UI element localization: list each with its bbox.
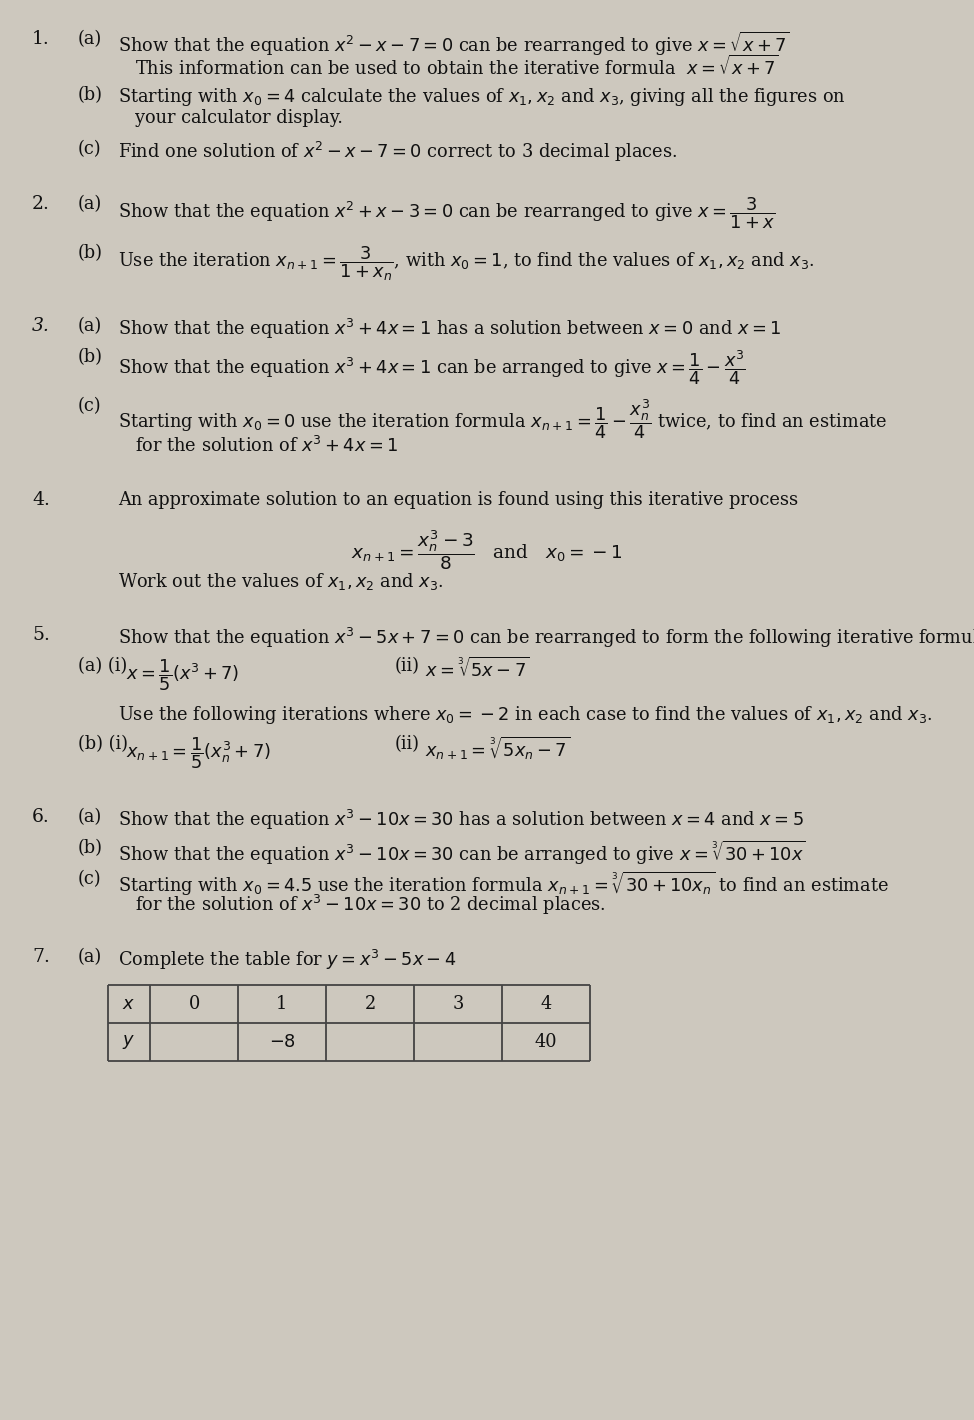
- Text: Complete the table for $y = x^3 - 5x - 4$: Complete the table for $y = x^3 - 5x - 4…: [118, 949, 457, 973]
- Text: 6.: 6.: [32, 808, 50, 826]
- Text: (b): (b): [78, 87, 103, 104]
- Text: 2: 2: [364, 995, 376, 1012]
- Text: (ii): (ii): [395, 657, 420, 674]
- Text: Show that the equation $x^3 - 10x = 30$ can be arranged to give $x = \sqrt[3]{30: Show that the equation $x^3 - 10x = 30$ …: [118, 839, 805, 868]
- Text: An approximate solution to an equation is found using this iterative process: An approximate solution to an equation i…: [118, 491, 798, 508]
- Text: (ii): (ii): [395, 736, 420, 753]
- Text: (a): (a): [78, 949, 102, 966]
- Text: 3: 3: [452, 995, 464, 1012]
- Text: This information can be used to obtain the iterative formula  $x = \sqrt{x+7}$: This information can be used to obtain t…: [135, 55, 779, 80]
- Text: $-8$: $-8$: [269, 1032, 295, 1051]
- Text: 1.: 1.: [32, 30, 50, 48]
- Text: (b) (i): (b) (i): [78, 736, 128, 753]
- Text: (a) (i): (a) (i): [78, 657, 128, 674]
- Text: (a): (a): [78, 808, 102, 826]
- Text: 4.: 4.: [32, 491, 50, 508]
- Text: Find one solution of $x^2 - x - 7 = 0$ correct to 3 decimal places.: Find one solution of $x^2 - x - 7 = 0$ c…: [118, 141, 677, 165]
- Text: 2.: 2.: [32, 195, 50, 213]
- Text: (a): (a): [78, 195, 102, 213]
- Text: 0: 0: [188, 995, 200, 1012]
- Text: (a): (a): [78, 317, 102, 335]
- Text: Starting with $x_0 = 4$ calculate the values of $x_1, x_2$ and $x_3$, giving all: Starting with $x_0 = 4$ calculate the va…: [118, 87, 845, 108]
- Text: Use the following iterations where $x_0 = -2$ in each case to find the values of: Use the following iterations where $x_0 …: [118, 704, 932, 726]
- Text: 40: 40: [535, 1032, 557, 1051]
- Text: (b): (b): [78, 244, 103, 263]
- Text: for the solution of $x^3 + 4x = 1$: for the solution of $x^3 + 4x = 1$: [135, 436, 398, 456]
- Text: (b): (b): [78, 839, 103, 858]
- Text: for the solution of $x^3 - 10x = 30$ to 2 decimal places.: for the solution of $x^3 - 10x = 30$ to …: [135, 893, 606, 917]
- Text: $x$: $x$: [123, 995, 135, 1012]
- Text: $x_{n+1} = \dfrac{1}{5}(x_n^3 + 7)$: $x_{n+1} = \dfrac{1}{5}(x_n^3 + 7)$: [126, 736, 271, 771]
- Text: Use the iteration $x_{n+1} = \dfrac{3}{1+x_n}$, with $x_0 = 1$, to find the valu: Use the iteration $x_{n+1} = \dfrac{3}{1…: [118, 244, 814, 283]
- Text: Show that the equation $x^3 + 4x = 1$ can be arranged to give $x = \dfrac{1}{4} : Show that the equation $x^3 + 4x = 1$ ca…: [118, 348, 746, 386]
- Text: Show that the equation $x^3 - 10x = 30$ has a solution between $x = 4$ and $x = : Show that the equation $x^3 - 10x = 30$ …: [118, 808, 804, 832]
- Text: Show that the equation $x^2 + x - 3 = 0$ can be rearranged to give $x = \dfrac{3: Show that the equation $x^2 + x - 3 = 0$…: [118, 195, 775, 230]
- Text: Show that the equation $x^3 - 5x + 7 = 0$ can be rearranged to form the followin: Show that the equation $x^3 - 5x + 7 = 0…: [118, 626, 974, 650]
- Text: (c): (c): [78, 870, 101, 888]
- Text: 3.: 3.: [32, 317, 50, 335]
- Text: (a): (a): [78, 30, 102, 48]
- Text: $x = \dfrac{1}{5}(x^3 + 7)$: $x = \dfrac{1}{5}(x^3 + 7)$: [126, 657, 240, 693]
- Text: $y$: $y$: [123, 1032, 135, 1051]
- Text: Show that the equation $x^2 - x - 7 = 0$ can be rearranged to give $x = \sqrt{x+: Show that the equation $x^2 - x - 7 = 0$…: [118, 30, 790, 58]
- Text: Starting with $x_0 = 4.5$ use the iteration formula $x_{n+1} = \sqrt[3]{30 + 10x: Starting with $x_0 = 4.5$ use the iterat…: [118, 870, 889, 897]
- Text: $x_{n+1} = \dfrac{x_n^3 - 3}{8}$   and   $x_0 = -1$: $x_{n+1} = \dfrac{x_n^3 - 3}{8}$ and $x_…: [352, 528, 622, 572]
- Text: 5.: 5.: [32, 626, 50, 645]
- Text: 4: 4: [541, 995, 551, 1012]
- Text: 1: 1: [277, 995, 287, 1012]
- Text: (c): (c): [78, 141, 101, 158]
- Text: your calculator display.: your calculator display.: [135, 109, 343, 126]
- Text: Show that the equation $x^3 + 4x = 1$ has a solution between $x = 0$ and $x = 1$: Show that the equation $x^3 + 4x = 1$ ha…: [118, 317, 781, 341]
- Text: Work out the values of $x_1, x_2$ and $x_3$.: Work out the values of $x_1, x_2$ and $x…: [118, 571, 443, 592]
- Text: $x = \sqrt[3]{5x-7}$: $x = \sqrt[3]{5x-7}$: [425, 657, 530, 682]
- Text: 7.: 7.: [32, 949, 50, 966]
- Text: Starting with $x_0 = 0$ use the iteration formula $x_{n+1} = \dfrac{1}{4} - \dfr: Starting with $x_0 = 0$ use the iteratio…: [118, 398, 887, 440]
- Text: (c): (c): [78, 398, 101, 415]
- Text: $x_{n+1} = \sqrt[3]{5x_n-7}$: $x_{n+1} = \sqrt[3]{5x_n-7}$: [425, 736, 571, 763]
- Text: (b): (b): [78, 348, 103, 366]
